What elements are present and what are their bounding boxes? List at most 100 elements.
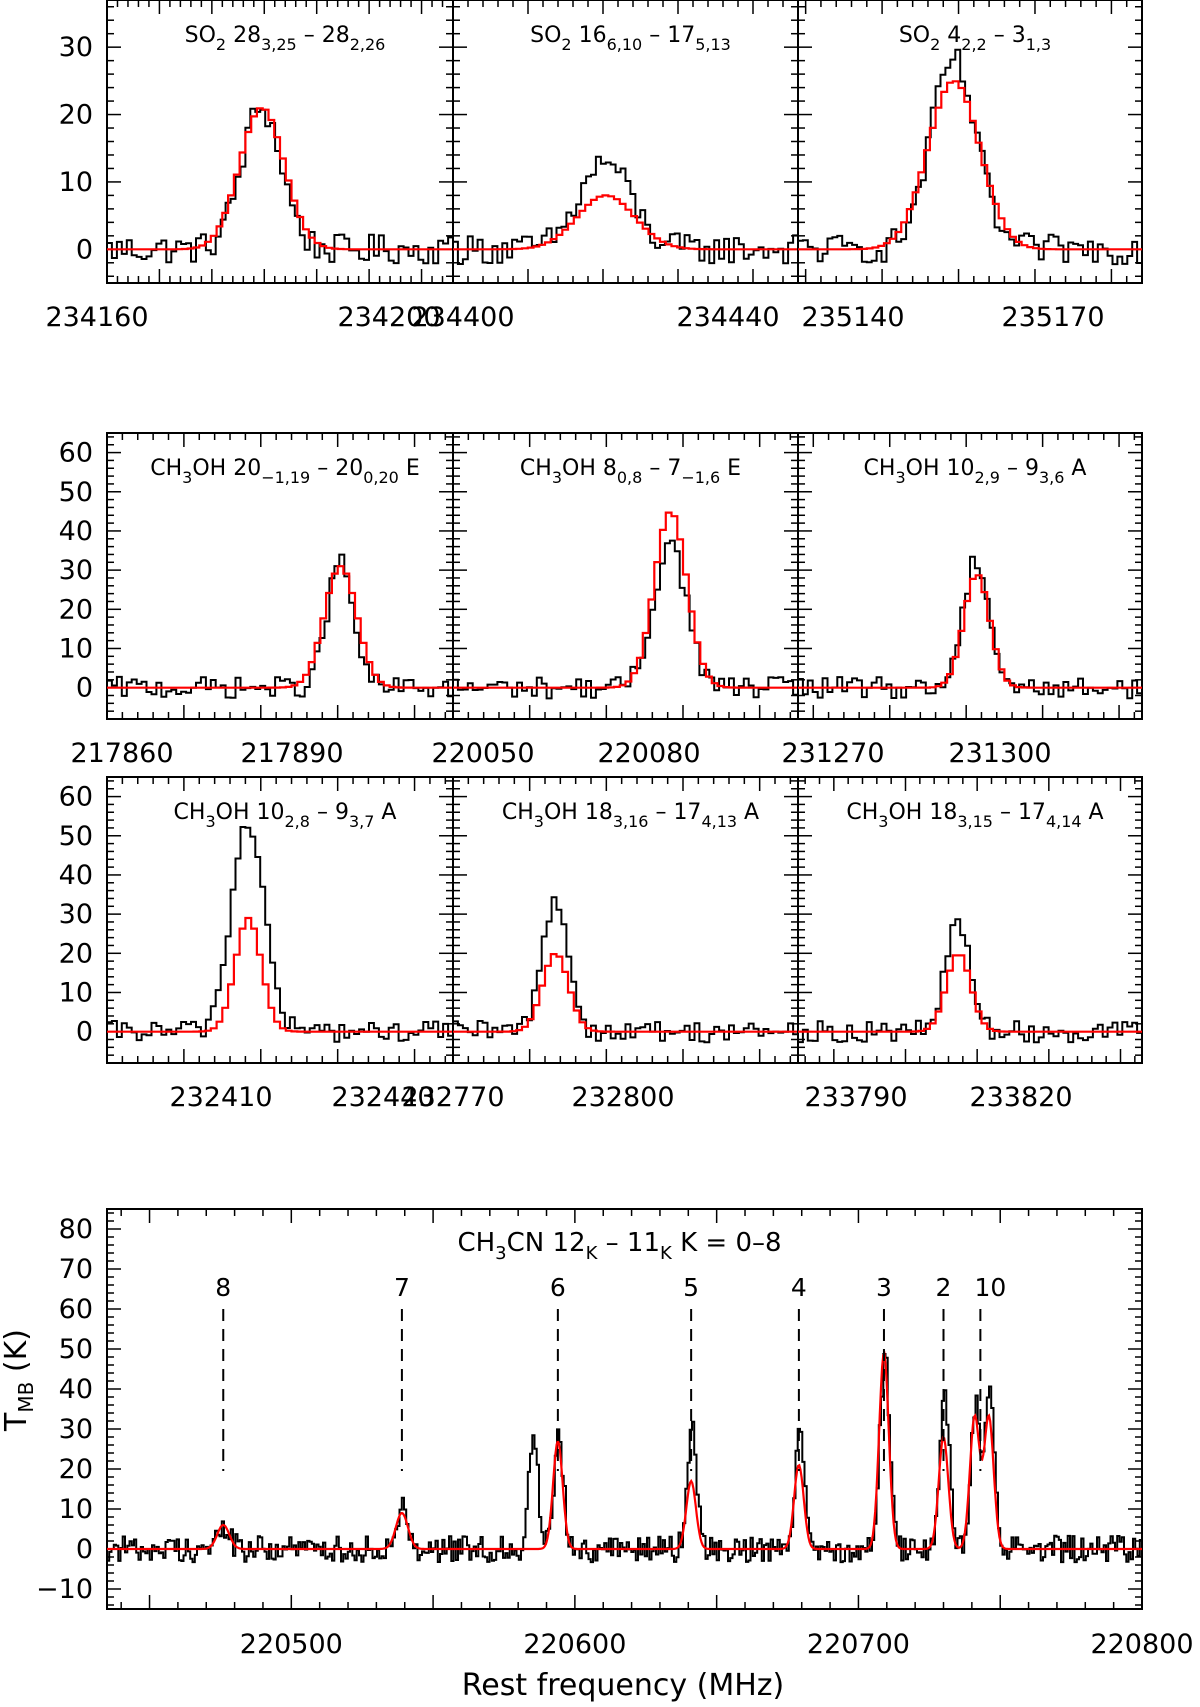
model-spectrum — [107, 565, 453, 689]
y-tick-label: 10 — [59, 1494, 93, 1525]
observed-spectrum — [453, 896, 798, 1044]
observed-spectrum — [107, 1353, 1142, 1564]
model-spectrum — [798, 574, 1142, 689]
plot-area — [798, 918, 1142, 1044]
model-spectrum — [798, 80, 1142, 251]
x-tick-label: 233790 — [804, 1082, 907, 1113]
x-tick-label: 220080 — [597, 738, 700, 769]
y-tick-label: 70 — [59, 1254, 93, 1285]
k-marker-label: 8 — [215, 1273, 231, 1302]
model-spectrum — [453, 194, 798, 251]
k-marker-label: 10 — [974, 1273, 1006, 1302]
observed-spectrum — [107, 107, 453, 265]
panel-ch3oh-2: 220050 220080 CH3OH 80,8 – 7−1,6 E — [431, 432, 799, 769]
model-spectrum — [453, 511, 798, 689]
x-tick-label: 217890 — [240, 738, 343, 769]
y-tick-label: 0 — [76, 234, 93, 265]
x-tick-label: 232800 — [571, 1082, 674, 1113]
panel-frame — [797, 432, 1143, 720]
observed-spectrum — [798, 555, 1142, 700]
x-tick-label: 220600 — [523, 1629, 626, 1660]
x-tick-label: 217860 — [70, 738, 173, 769]
y-axis-title: TMB (K) — [0, 1329, 38, 1432]
plot-area — [453, 896, 798, 1044]
panel-ch3oh-1: 0 10 20 30 40 50 60 217860 217890 CH3OH 20−1,19 –… — [59, 432, 454, 769]
y-tick-label: 30 — [59, 555, 93, 586]
x-tick-label: 220500 — [240, 1629, 343, 1660]
x-tick-label: 232770 — [401, 1082, 504, 1113]
observed-spectrum — [453, 539, 798, 700]
y-tick-label: 20 — [59, 100, 93, 131]
panel-title: CH3OH 80,8 – 7−1,6 E — [520, 456, 741, 487]
y-tick-label: 60 — [59, 1294, 93, 1325]
y-tick-label: 10 — [59, 167, 93, 198]
panel-frame — [106, 1208, 1143, 1610]
y-tick-label: 30 — [59, 32, 93, 63]
plot-area — [453, 511, 798, 700]
panel-title: CH3OH 20−1,19 – 200,20 E — [150, 456, 420, 487]
k-marker-label: 3 — [876, 1273, 892, 1302]
panel-title: CH3OH 183,15 – 174,14 A — [846, 800, 1103, 831]
panel-title: SO2 42,2 – 31,3 — [899, 23, 1051, 54]
x-tick-label: 234160 — [45, 302, 148, 333]
x-tick-label: 220800 — [1090, 1629, 1193, 1660]
x-tick-label: 234400 — [411, 302, 514, 333]
x-tick-label: 232410 — [169, 1082, 272, 1113]
plot-area — [107, 107, 453, 265]
x-tick-label: 234440 — [676, 302, 779, 333]
y-tick-label: 40 — [59, 516, 93, 547]
plot-area — [107, 826, 453, 1043]
y-tick-label: 60 — [59, 438, 93, 469]
y-tick-label: 10 — [59, 633, 93, 664]
plot-area — [453, 155, 798, 265]
x-axis-title: Rest frequency (MHz) — [462, 1668, 785, 1702]
y-tick-label: 20 — [59, 1454, 93, 1485]
y-tick-label: 40 — [59, 1374, 93, 1405]
model-spectrum — [798, 954, 1142, 1033]
y-tick-label: 30 — [59, 899, 93, 930]
observed-spectrum — [107, 826, 453, 1043]
model-spectrum — [107, 916, 453, 1033]
panel-so2-2: 234400 234440 SO2 166,10 – 175,13 — [411, 0, 799, 333]
model-spectrum — [453, 953, 798, 1033]
x-tick-label: 231300 — [948, 738, 1051, 769]
panel-ch3oh-5: 232770 232800 CH3OH 183,16 – 174,13 A — [401, 776, 799, 1113]
panel-title: SO2 166,10 – 175,13 — [530, 23, 731, 54]
model-spectrum — [107, 107, 453, 251]
panel-ch3oh-6: 233790 233820 CH3OH 183,15 – 174,14 A — [797, 776, 1143, 1113]
observed-spectrum — [453, 155, 798, 265]
y-tick-label: 30 — [59, 1414, 93, 1445]
svg-text:TMB (K): TMB (K) — [0, 1329, 38, 1432]
x-tick-label: 235170 — [1001, 302, 1104, 333]
y-tick-label: 20 — [59, 594, 93, 625]
y-tick-label: 50 — [59, 477, 93, 508]
y-tick-label: 40 — [59, 860, 93, 891]
panel-title: CH3OH 102,8 – 93,7 A — [174, 800, 397, 831]
y-tick-label: 0 — [76, 673, 93, 704]
y-tick-label: 0 — [76, 1534, 93, 1565]
k-marker-label: 5 — [683, 1273, 699, 1302]
x-tick-label: 235140 — [801, 302, 904, 333]
panel-so2-3: 235140 235170 SO2 42,2 – 31,3 — [797, 0, 1143, 333]
x-tick-label: 220050 — [431, 738, 534, 769]
panel-ch3oh-4: 0 10 20 30 40 50 60 232410 232440 CH3OH 102,8 – 9… — [59, 776, 454, 1113]
x-tick-label: 234200 — [337, 302, 440, 333]
panel-ch3oh-3: 231270 231300 CH3OH 102,9 – 93,6 A — [781, 432, 1143, 769]
x-tick-label: 233820 — [969, 1082, 1072, 1113]
panel-so2-1: 0 10 20 30 234160 234200 SO2 283,25 – 282,26 — [45, 0, 454, 333]
model-spectrum — [107, 1351, 1142, 1551]
k-marker-label: 7 — [394, 1273, 410, 1302]
y-tick-label: 10 — [59, 977, 93, 1008]
panel-title: SO2 283,25 – 282,26 — [185, 23, 386, 54]
k-marker-label: 2 — [936, 1273, 952, 1302]
observed-spectrum — [798, 48, 1142, 266]
k-marker-label: 4 — [791, 1273, 807, 1302]
x-tick-label: 231270 — [781, 738, 884, 769]
observed-spectrum — [107, 553, 453, 699]
panel-frame — [797, 776, 1143, 1064]
panel-title: CH3OH 102,9 – 93,6 A — [864, 456, 1087, 487]
y-tick-label: −10 — [36, 1574, 93, 1605]
y-tick-label: 20 — [59, 938, 93, 969]
k-marker-label: 6 — [550, 1273, 566, 1302]
